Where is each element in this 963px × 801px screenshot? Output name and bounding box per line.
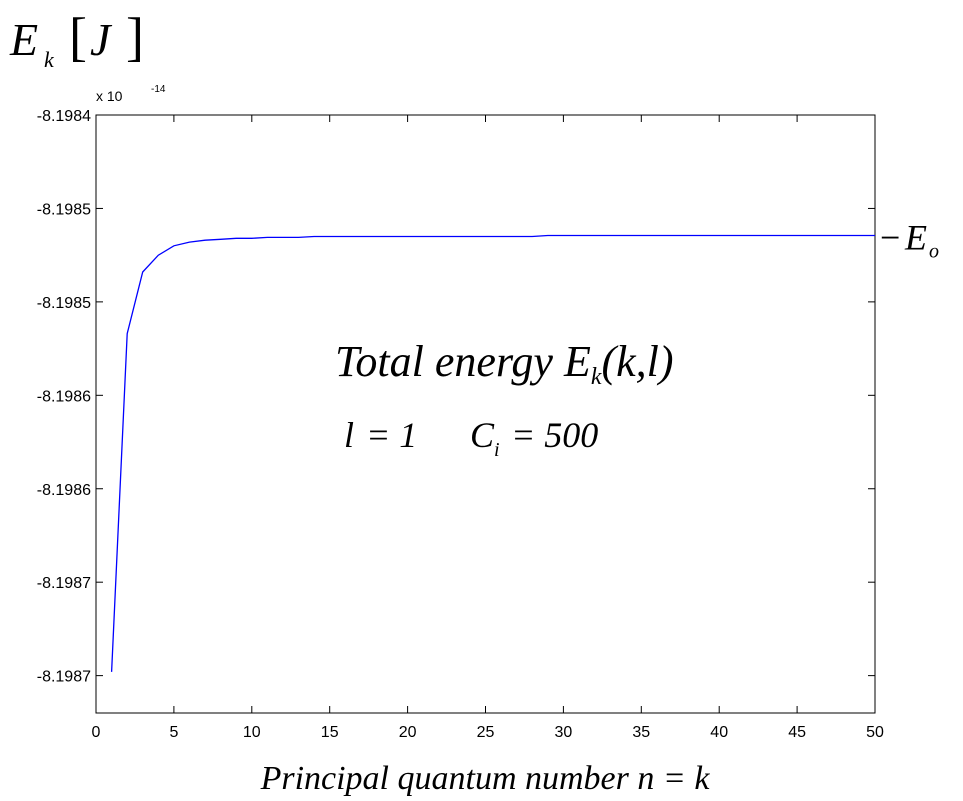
x-tick-label: 45 [788, 724, 806, 741]
svg-text:[: [ [69, 7, 87, 67]
y-axis-label: E k [ J ] [9, 7, 144, 72]
param-l-rhs: = 1 [366, 415, 417, 455]
y-exponent-label: x 10 -14 [96, 84, 166, 104]
x-tick-label: 40 [710, 724, 728, 741]
asymptote-subscript: o [929, 241, 939, 263]
svg-text:]: ] [126, 7, 144, 67]
y-tick-label: -8.1985 [37, 295, 91, 312]
series-line-total-energy [110, 234, 875, 672]
plot-annotation-params: l = 1 C i = 500 [344, 415, 598, 461]
y-exponent-base: x 10 [96, 88, 123, 104]
param-c-lhs: C [470, 415, 495, 455]
x-tick-label: 15 [321, 724, 339, 741]
y-tick-label: -8.1986 [37, 388, 91, 405]
x-tick-label: 10 [243, 724, 261, 741]
x-tick-label: 35 [632, 724, 650, 741]
y-tick-label: -8.1987 [37, 575, 91, 592]
y-axis-label-subscript: k [44, 47, 55, 72]
param-c-rhs: = 500 [511, 415, 598, 455]
y-axis-label-unit: J [90, 14, 113, 65]
x-tick-label: 20 [399, 724, 417, 741]
y-tick-label: -8.1987 [37, 669, 91, 686]
y-tick-label: -8.1986 [37, 482, 91, 499]
y-axis-ticks: -8.1984 -8.1985 -8.1985 -8.1986 -8.1986 -8.19… [37, 108, 875, 686]
param-l-lhs: l [344, 415, 354, 455]
y-tick-label: -8.1984 [37, 108, 91, 125]
y-exponent-power: -14 [151, 84, 166, 95]
y-axis-label-symbol: E [9, 14, 38, 65]
x-tick-label: 50 [866, 724, 884, 741]
plot-frame [95, 114, 876, 714]
x-tick-label: 25 [477, 724, 495, 741]
x-axis-label: Principal quantum number n = k [260, 760, 711, 797]
asymptote-symbol: E [904, 218, 927, 258]
param-c-subscript: i [494, 439, 500, 461]
x-tick-label: 30 [555, 724, 573, 741]
x-tick-label: 0 [92, 724, 101, 741]
asymptote-prefix: − [880, 218, 900, 258]
x-axis-ticks: 0 5 10 15 20 25 30 35 40 45 50 [92, 115, 884, 741]
plot-annotation-title: Total energy Ek(k,l) [335, 337, 674, 390]
asymptote-label: − E o [880, 218, 939, 263]
y-tick-label: -8.1985 [37, 201, 91, 218]
x-tick-label: 5 [169, 724, 178, 741]
